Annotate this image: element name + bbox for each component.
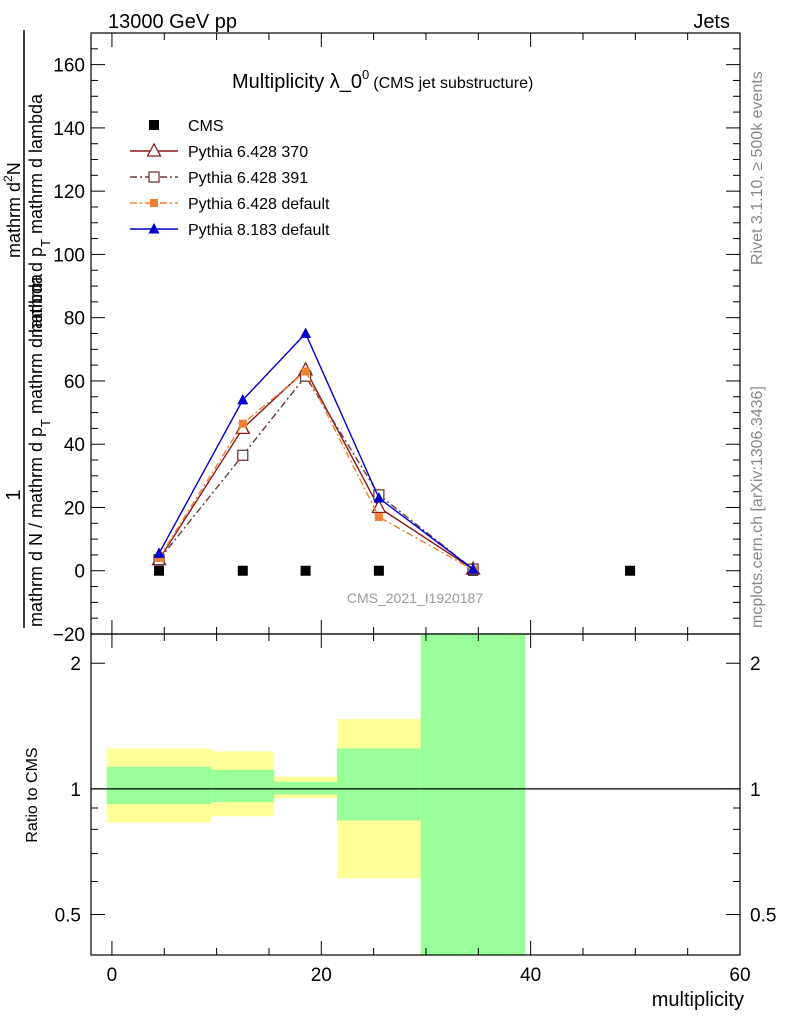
x-axis-label: multiplicity — [652, 989, 744, 1011]
y-tick-label: −20 — [53, 625, 85, 646]
ratio-tick-label-left: 0.5 — [55, 906, 81, 927]
series-line-pythia-6-428-370 — [158, 368, 474, 570]
legend-label-pythia-6-428-default: Pythia 6.428 default — [188, 196, 330, 213]
legend-marker-pythia-6-428-default — [150, 199, 158, 207]
data-point-pythia-6-428-default-1 — [238, 419, 247, 428]
y-axis-label-denominator: mathrm d N / mathrm d pT mathrm d lambda — [26, 273, 53, 627]
legend-label-pythia-6-428-370: Pythia 6.428 370 — [188, 144, 308, 161]
series-line-pythia-6-428-391 — [158, 374, 474, 570]
ratio-tick-label-left: 2 — [70, 654, 81, 675]
ratio-tick-label-right: 2 — [750, 654, 761, 675]
legend: CMS Pythia 6.428 370 Pythia 6.428 391 Pythi… — [130, 118, 330, 239]
ratio-tick-label-right: 0.5 — [750, 906, 776, 927]
chart-title: Multiplicity λ_00(CMS jet substructure) — [232, 67, 533, 93]
rivet-version-label: Rivet 3.1.10, ≥ 500k events — [749, 71, 766, 265]
y-axis-label-top-numerator: mathrm d2N — [1, 162, 24, 258]
ratio-tick-label-right: 1 — [750, 780, 761, 801]
process-label: Jets — [693, 11, 730, 33]
legend-marker-cms — [149, 120, 159, 130]
series-line-pythia-8-183-default — [158, 332, 474, 570]
ratio-frame — [90, 633, 741, 956]
ratio-axes: 0.5 0.51 12 20 20 40 60 — [55, 633, 776, 986]
data-point-pythia-8-183-default-4 — [467, 563, 479, 574]
legend-label-pythia-8-183-default: Pythia 8.183 default — [188, 222, 330, 239]
legend-label-pythia-6-428-391: Pythia 6.428 391 — [188, 170, 308, 187]
y-tick-label: 40 — [64, 435, 85, 456]
x-tick-label: 20 — [311, 965, 332, 986]
y-axis-label-top-denominator: mathrm d pT mathrm d lambda — [26, 93, 53, 338]
data-point-pythia-6-428-default-0 — [155, 554, 164, 563]
ratio-band-green-0 — [106, 766, 212, 805]
ratio-bands-layer — [91, 634, 740, 955]
x-tick-label: 40 — [520, 965, 541, 986]
y-tick-label: 0 — [74, 562, 85, 583]
y-tick-label: 120 — [53, 182, 85, 203]
main-series-layer — [151, 327, 636, 576]
data-point-pythia-6-428-391-1 — [237, 449, 249, 461]
legend-label-cms: CMS — [188, 118, 224, 135]
data-point-pythia-6-428-default-3 — [374, 512, 383, 521]
collision-energy-label: 13000 GeV pp — [108, 11, 237, 33]
y-axis-label-numerator: 1 — [3, 489, 25, 500]
data-point-cms-1 — [237, 565, 248, 576]
x-tick-label: 60 — [729, 965, 750, 986]
data-point-cms-3 — [373, 565, 384, 576]
data-point-cms-0 — [154, 565, 165, 576]
ratio-tick-label-left: 1 — [70, 780, 81, 801]
y-tick-label: 160 — [53, 56, 85, 77]
x-tick-label: 0 — [107, 965, 118, 986]
data-point-pythia-8-183-default-0 — [153, 547, 165, 558]
y-axis-label: 1 mathrm d N / mathrm d pT mathrm d lamb… — [1, 30, 53, 628]
data-point-pythia-8-183-default-2 — [300, 327, 312, 338]
legend-marker-pythia-6-428-370 — [146, 142, 162, 157]
y-tick-label: 80 — [64, 309, 85, 330]
y-tick-label: 100 — [53, 245, 85, 266]
ratio-band-green-4 — [420, 634, 526, 955]
legend-marker-pythia-8-183-default — [148, 223, 160, 234]
analysis-id-watermark: CMS_2021_I1920187 — [347, 590, 483, 606]
ratio-band-green-1 — [211, 769, 275, 803]
data-point-cms-2 — [300, 565, 311, 576]
ratio-band-green-3 — [336, 748, 421, 821]
ratio-band-green-2 — [274, 781, 337, 795]
data-point-cms-5 — [625, 565, 636, 576]
y-tick-label: 20 — [64, 498, 85, 519]
data-point-pythia-6-428-default-2 — [301, 367, 310, 376]
series-line-pythia-6-428-default — [158, 370, 474, 571]
y-tick-label: 140 — [53, 119, 85, 140]
legend-marker-pythia-6-428-391 — [148, 171, 160, 183]
mcplots-reference-label: mcplots.cern.ch [arXiv:1306.3436] — [749, 386, 766, 628]
ratio-axis-label: Ratio to CMS — [24, 747, 41, 842]
data-point-pythia-8-183-default-3 — [373, 491, 385, 503]
data-point-pythia-8-183-default-1 — [237, 393, 249, 405]
y-tick-label: 60 — [64, 372, 85, 393]
